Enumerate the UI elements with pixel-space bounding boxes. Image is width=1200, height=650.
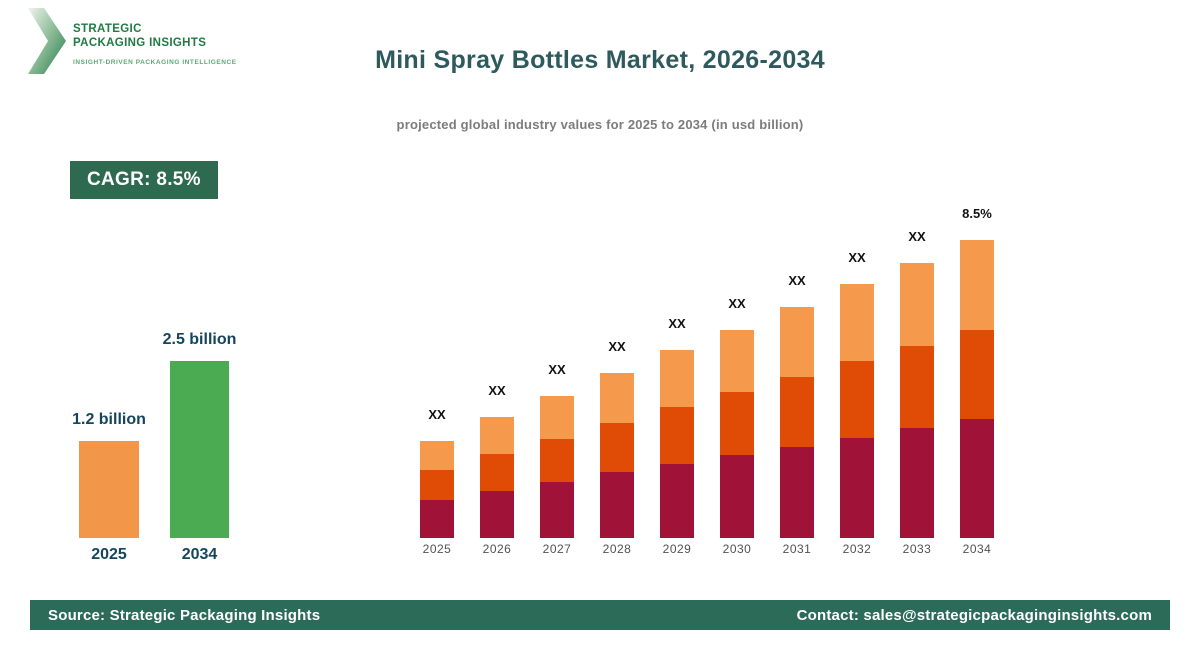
stacked-bar-2028-segment-middle — [600, 423, 634, 472]
logo: STRATEGIC PACKAGING INSIGHTS INSIGHT-DRI… — [28, 8, 237, 74]
stacked-bar-label-2029: XX — [668, 316, 686, 331]
summary-value-label-2025: 1.2 billion — [72, 411, 146, 428]
summary-bar-2025 — [79, 441, 139, 538]
stacked-bar-2031-segment-middle — [780, 377, 814, 447]
stacked-bar-2034-segment-middle — [960, 330, 994, 419]
summary-bar-chart: 1.2 billion 2025 2.5 billion 2034 — [60, 320, 260, 575]
stacked-year-label-2034: 2034 — [962, 542, 992, 556]
stacked-bar-2032-segment-middle — [840, 361, 874, 438]
stacked-bar-2030-segment-middle — [720, 392, 754, 455]
stacked-bar-2033-segment-bottom — [900, 428, 934, 538]
stacked-bar-2033-segment-top — [900, 263, 934, 346]
stacked-year-label-2026: 2026 — [482, 542, 512, 556]
stacked-bar-2032-segment-top — [840, 284, 874, 361]
stacked-bar-2031-segment-top — [780, 307, 814, 377]
logo-name-line1: STRATEGIC — [73, 23, 142, 35]
stacked-bar-2027-segment-middle — [540, 439, 574, 482]
stacked-year-label-2030: 2030 — [722, 542, 752, 556]
stacked-year-label-2025: 2025 — [422, 542, 452, 556]
stacked-bar-2025-segment-bottom — [420, 500, 454, 538]
logo-text: STRATEGIC PACKAGING INSIGHTS INSIGHT-DRI… — [73, 8, 237, 74]
stacked-bar-label-2032: XX — [848, 250, 866, 265]
stacked-bar-2032-segment-bottom — [840, 438, 874, 538]
stacked-bar-2031-segment-bottom — [780, 447, 814, 538]
stacked-bar-label-2028: XX — [608, 339, 626, 354]
stacked-bar-2029-segment-bottom — [660, 464, 694, 538]
stacked-bar-label-2027: XX — [548, 362, 566, 377]
stacked-year-label-2032: 2032 — [842, 542, 872, 556]
stacked-bar-2030-segment-bottom — [720, 455, 754, 538]
stacked-bar-2033-segment-middle — [900, 346, 934, 428]
stacked-year-label-2029: 2029 — [662, 542, 692, 556]
stacked-bar-2029-segment-top — [660, 350, 694, 407]
summary-value-label-2034: 2.5 billion — [162, 331, 237, 348]
stacked-bar-2027-segment-top — [540, 396, 574, 439]
stacked-bar-label-2033: XX — [908, 229, 926, 244]
logo-tagline: INSIGHT-DRIVEN PACKAGING INTELLIGENCE — [73, 58, 237, 66]
stacked-bar-2034-segment-top — [960, 240, 994, 330]
stacked-bar-label-2026: XX — [488, 383, 506, 398]
stacked-year-label-2028: 2028 — [602, 542, 632, 556]
stacked-bar-2026-segment-middle — [480, 454, 514, 491]
stacked-bar-label-2031: XX — [788, 273, 806, 288]
source-text: Source: Strategic Packaging Insights — [48, 606, 321, 624]
footer-bar: Source: Strategic Packaging Insights Con… — [30, 600, 1170, 630]
stacked-year-label-2033: 2033 — [902, 542, 932, 556]
stacked-bar-2028-segment-top — [600, 373, 634, 423]
stacked-bar-2030-segment-top — [720, 330, 754, 392]
summary-year-label-2034: 2034 — [181, 546, 218, 563]
stacked-bar-2025-segment-middle — [420, 470, 454, 500]
stacked-bar-label-2030: XX — [728, 296, 746, 311]
cagr-badge: CAGR: 8.5% — [70, 161, 218, 199]
chart-subtitle: projected global industry values for 202… — [396, 117, 804, 132]
stacked-bar-2026-segment-bottom — [480, 491, 514, 538]
stacked-bar-2028-segment-bottom — [600, 472, 634, 538]
stacked-bar-2034-segment-bottom — [960, 419, 994, 538]
stacked-bar-2029-segment-middle — [660, 407, 694, 464]
logo-chevron-icon — [28, 8, 66, 74]
stacked-bar-label-2034: 8.5% — [962, 206, 992, 221]
stacked-year-label-2027: 2027 — [542, 542, 572, 556]
contact-text: Contact: sales@strategicpackaginginsight… — [796, 606, 1152, 624]
page-title: Mini Spray Bottles Market, 2026-2034 — [375, 46, 825, 74]
summary-bar-2034 — [170, 361, 229, 538]
logo-name-line2: PACKAGING INSIGHTS — [73, 36, 207, 49]
stacked-bar-chart: XX 2025 XX 2026 XX 2027 XX 2028 XX 2029 XX 2030 XX 20… — [403, 200, 1003, 570]
stacked-year-label-2031: 2031 — [782, 542, 812, 556]
stacked-bar-2025-segment-top — [420, 441, 454, 470]
summary-year-label-2025: 2025 — [91, 546, 127, 563]
stacked-bar-2027-segment-bottom — [540, 482, 574, 538]
stacked-bar-2026-segment-top — [480, 417, 514, 454]
stacked-bar-label-2025: XX — [428, 407, 446, 422]
